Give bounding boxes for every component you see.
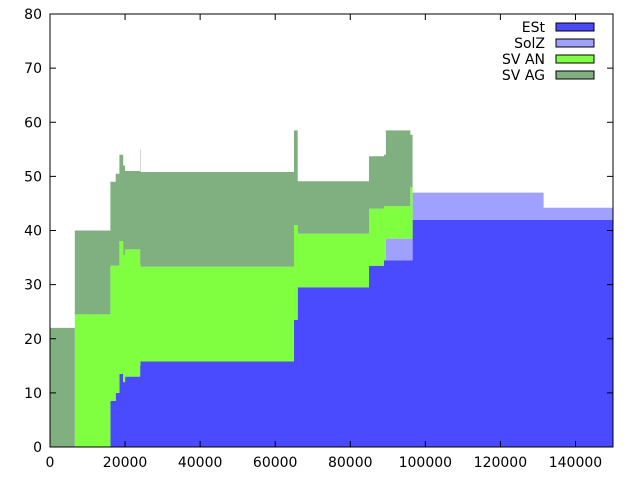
y-tick-label: 70 [24, 61, 42, 77]
x-axis: 0 20000 40000 60000 80000 100000 120000 140000 [46, 14, 602, 471]
legend-swatch [555, 70, 595, 80]
legend-label: SV AN [502, 52, 545, 68]
legend-label: ESt [522, 20, 546, 36]
legend-swatch [555, 22, 595, 32]
x-tick-label: 100000 [399, 455, 452, 471]
y-axis: 0 10 20 30 40 50 60 70 80 [24, 7, 613, 456]
area-series-0 [50, 219, 613, 447]
legend-label: SolZ [514, 36, 545, 52]
area-series-2 [50, 187, 613, 447]
area-series-1 [50, 192, 613, 447]
x-tick-label: 40000 [178, 455, 223, 471]
x-tick-label: 140000 [549, 455, 602, 471]
y-tick-label: 60 [24, 115, 42, 131]
legend-swatch [555, 54, 595, 64]
x-tick-label: 20000 [103, 455, 148, 471]
y-tick-label: 40 [24, 224, 42, 240]
area-layers [50, 130, 613, 447]
x-tick-label: 120000 [474, 455, 527, 471]
y-tick-label: 10 [24, 386, 42, 402]
y-tick-label: 30 [24, 278, 42, 294]
y-tick-label: 50 [24, 169, 42, 185]
y-tick-label: 0 [33, 440, 42, 456]
x-tick-label: 60000 [253, 455, 298, 471]
legend-label: SV AG [502, 68, 545, 84]
y-tick-label: 20 [24, 332, 42, 348]
legend-swatch [555, 38, 595, 48]
x-tick-label: 0 [46, 455, 55, 471]
y-tick-label: 80 [24, 7, 42, 23]
area-series-3 [50, 130, 613, 447]
x-tick-label: 80000 [328, 455, 373, 471]
